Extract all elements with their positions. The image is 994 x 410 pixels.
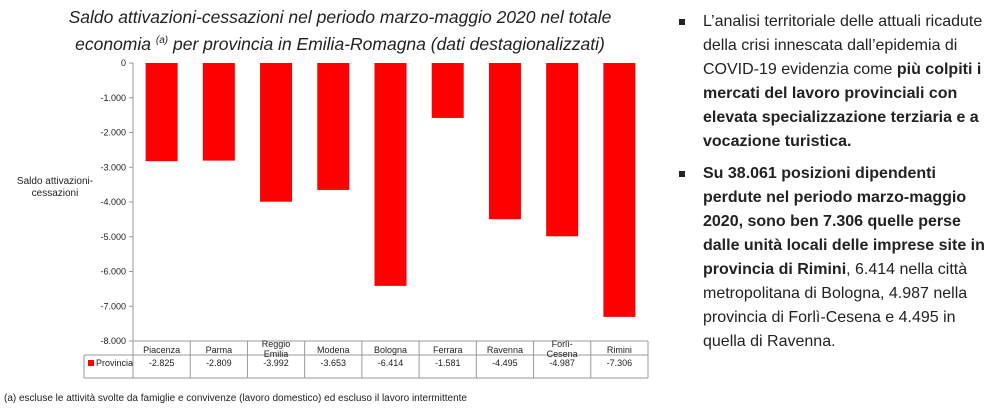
bullet-square-icon	[679, 171, 685, 177]
bar	[374, 63, 407, 286]
legend-label: Provincia	[96, 358, 133, 368]
y-tick-label: -8.000	[100, 336, 126, 346]
data-label: -4.495	[492, 358, 518, 368]
bar-chart: 0 -1.000 -2.000 -3.000 -4.000 -5.000 -6.000 -7.…	[83, 58, 649, 379]
bullet-item: L’analisi territoriale delle attuali ric…	[675, 10, 987, 154]
category-label: Forlì-	[552, 339, 573, 349]
y-tick-label: -6.000	[100, 267, 126, 277]
title-superscript: (a)	[155, 35, 169, 46]
y-tick-label: 0	[121, 58, 126, 68]
bar	[260, 63, 293, 202]
category-label: Parma	[206, 345, 233, 355]
y-tick-label: -5.000	[100, 232, 126, 242]
category-label: Emilia	[264, 349, 289, 359]
bar	[431, 63, 464, 118]
category-label: Piacenza	[143, 345, 180, 355]
bar	[488, 63, 521, 220]
data-label: -7.306	[607, 358, 633, 368]
y-tick-label: -4.000	[100, 197, 126, 207]
footnote: (a) escluse le attività svolte da famigl…	[4, 393, 467, 404]
category-label: Ferrara	[433, 345, 463, 355]
bullet-text-bold: Su 38.061 posizioni dipendenti perdute n…	[703, 165, 985, 278]
category-label: Rimini	[607, 345, 632, 355]
category-label: Ravenna	[487, 345, 523, 355]
bar	[145, 63, 178, 162]
chart-title: Saldo attivazioni-cessazioni nel periodo…	[20, 6, 660, 56]
bullet-square-icon	[679, 19, 685, 25]
bullet-text: , 6.414 nella città metropolitana di Bol…	[703, 261, 968, 350]
legend-swatch	[88, 360, 94, 366]
y-tick-label: -2.000	[100, 128, 126, 138]
bar	[317, 63, 350, 190]
title-line-2-pre: economia	[75, 33, 152, 54]
y-tick-label: -3.000	[100, 162, 126, 172]
category-label: Modena	[317, 345, 350, 355]
category-label: Reggio	[262, 339, 291, 349]
bullet-item: Su 38.061 posizioni dipendenti perdute n…	[675, 162, 987, 354]
data-label: -2.809	[206, 358, 232, 368]
bar	[603, 63, 636, 317]
bar	[546, 63, 579, 237]
data-label: -6.414	[378, 358, 404, 368]
data-label: -2.825	[149, 358, 175, 368]
bullet-text-bold: più colpiti i mercati del lavoro provinc…	[703, 61, 982, 150]
category-label: Cesena	[547, 349, 578, 359]
data-label: -4.987	[549, 358, 575, 368]
y-tick-label: -1.000	[100, 93, 126, 103]
y-axis-label: Saldo attivazioni-cessazioni	[16, 176, 94, 199]
data-label: -3.653	[321, 358, 347, 368]
bullet-list: L’analisi territoriale delle attuali ric…	[675, 10, 987, 362]
title-line-2: economia (a) per provincia in Emilia-Rom…	[20, 29, 660, 56]
data-label: -3.992	[263, 358, 289, 368]
bar	[202, 63, 235, 161]
bullet-text: L’analisi territoriale delle attuali ric…	[703, 13, 983, 78]
y-tick-label: -7.000	[100, 301, 126, 311]
title-line-1: Saldo attivazioni-cessazioni nel periodo…	[68, 7, 612, 27]
data-label: -1.581	[435, 358, 461, 368]
category-label: Bologna	[374, 345, 407, 355]
title-line-2-post: per provincia in Emilia-Romagna (dati de…	[173, 33, 605, 54]
